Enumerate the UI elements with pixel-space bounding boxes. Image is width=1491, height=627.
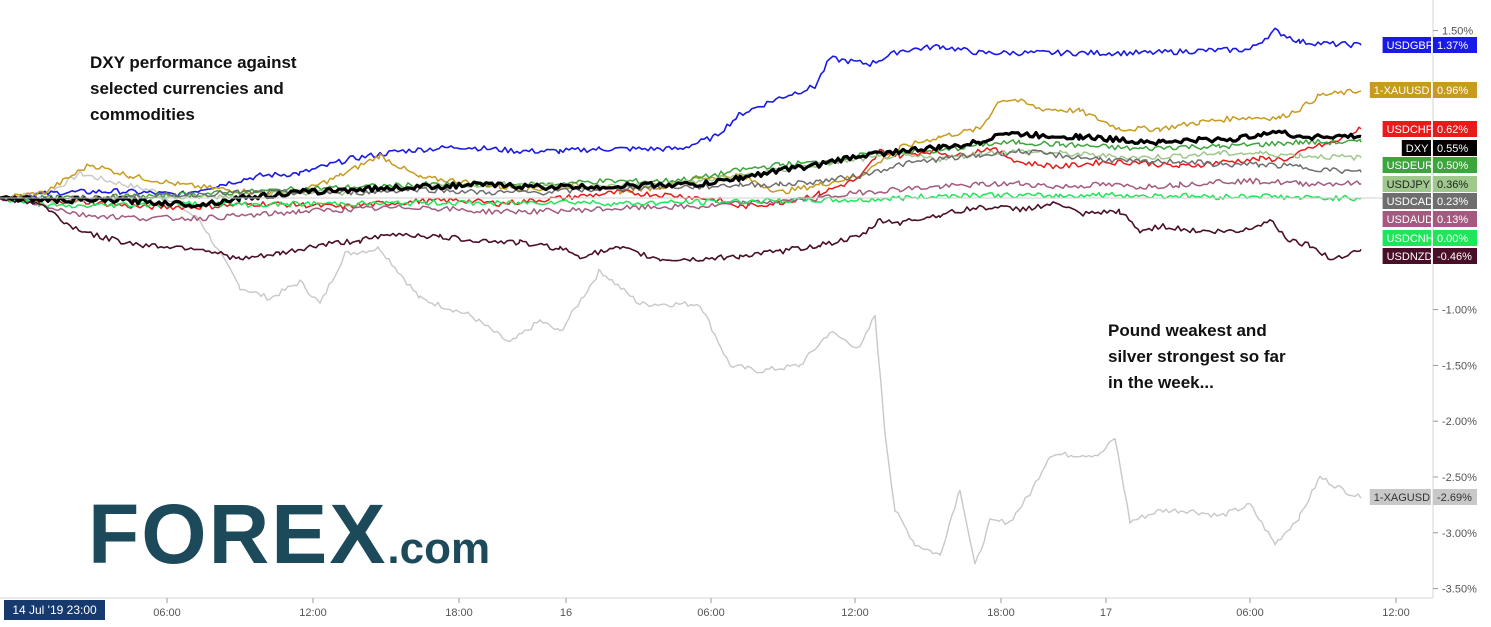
y-tick-label: -2.00% — [1442, 416, 1477, 428]
series-label-usdcad: USDCAD 0.23% — [1382, 193, 1477, 209]
series-label-usdeur: USDEUR 0.50% — [1382, 157, 1477, 173]
series-name-text: 1-XAGUSD — [1374, 492, 1430, 504]
series-label-group: USDGBP 1.37% 1-XAUUSD 0.96% USDCHF 0.62% DXY 0.… — [1369, 37, 1477, 505]
series-value-text: 0.36% — [1437, 179, 1468, 191]
series-label-usdcnh: USDCNH 0.00% — [1382, 230, 1477, 246]
forex-logo: FOREX.com — [88, 486, 490, 583]
series-name-text: USDCHF — [1387, 124, 1433, 136]
x-tick-label: 18:00 — [445, 607, 473, 619]
x-tick-label: 12:00 — [1382, 607, 1410, 619]
series-label-swatch — [1382, 176, 1431, 192]
series-value-text: -2.69% — [1437, 492, 1472, 504]
series-name-text: 1-XAUUSD — [1374, 85, 1430, 97]
series-name-text: USDJPY — [1387, 179, 1431, 191]
series-label-swatch — [1382, 193, 1431, 209]
series-value-swatch — [1433, 248, 1477, 264]
x-tick-label: 16 — [560, 607, 572, 619]
series-value-swatch — [1433, 121, 1477, 137]
series-value-swatch — [1433, 230, 1477, 246]
series-value-swatch — [1433, 489, 1477, 505]
x-tick-label: 12:00 — [841, 607, 869, 619]
series-line-1-xagusd — [0, 170, 1362, 565]
y-axis: 1.50% -1.00% -1.50% -2.00% -2.50% -3.00% -3.50… — [1433, 26, 1477, 596]
series-value-text: 0.55% — [1437, 143, 1468, 155]
series-name-text: USDGBP — [1387, 40, 1433, 52]
annotation-bottom: Pound weakest and silver strongest so fa… — [1108, 321, 1286, 392]
series-value-text: -0.46% — [1437, 251, 1472, 263]
series-label-usdnzd: USDNZD -0.46% — [1382, 248, 1477, 264]
series-layer — [0, 27, 1362, 565]
series-line-usdeur — [0, 138, 1362, 202]
series-value-swatch — [1433, 140, 1477, 156]
series-value-swatch — [1433, 211, 1477, 227]
series-line-dxy — [0, 129, 1362, 209]
series-line-usdjpy — [0, 148, 1362, 204]
logo-suffix: .com — [387, 524, 491, 573]
series-value-text: 0.96% — [1437, 85, 1468, 97]
series-value-text: 0.23% — [1437, 196, 1468, 208]
series-label-1-xauusd: 1-XAUUSD 0.96% — [1369, 82, 1477, 98]
series-value-text: 0.50% — [1437, 160, 1468, 172]
series-label-swatch — [1382, 248, 1431, 264]
series-value-swatch — [1433, 157, 1477, 173]
series-name-text: USDAUD — [1387, 214, 1434, 226]
series-value-text: 1.37% — [1437, 40, 1468, 52]
series-line-usdnzd — [0, 197, 1362, 262]
series-label-swatch — [1369, 82, 1431, 98]
x-tick-label: 06:00 — [697, 607, 725, 619]
series-name-text: USDCNH — [1387, 233, 1434, 245]
x-tick-label: 18:00 — [987, 607, 1015, 619]
series-label-swatch — [1382, 121, 1431, 137]
series-label-usdaud: USDAUD 0.13% — [1382, 211, 1477, 227]
x-tick-label: 17 — [1100, 607, 1112, 619]
series-label-1-xagusd: 1-XAGUSD -2.69% — [1369, 489, 1477, 505]
y-tick-label: -3.50% — [1442, 584, 1477, 596]
series-label-swatch — [1382, 157, 1431, 173]
series-value-swatch — [1433, 176, 1477, 192]
series-label-swatch — [1401, 140, 1431, 156]
y-tick-label: -1.50% — [1442, 360, 1477, 372]
x-tick-label: 12:00 — [299, 607, 327, 619]
series-label-usdgbp: USDGBP 1.37% — [1382, 37, 1477, 53]
series-value-swatch — [1433, 82, 1477, 98]
series-name-text: USDCAD — [1387, 196, 1434, 208]
series-value-swatch — [1433, 37, 1477, 53]
series-line-usdaud — [0, 177, 1362, 222]
logo-text: FOREX — [88, 487, 388, 581]
series-label-usdchf: USDCHF 0.62% — [1382, 121, 1477, 137]
annotation-top: DXY performance against selected currenc… — [90, 53, 297, 124]
series-line-usdgbp — [0, 27, 1362, 202]
series-line-usdchf — [0, 126, 1362, 211]
series-label-swatch — [1382, 37, 1431, 53]
series-value-text: 0.00% — [1437, 233, 1468, 245]
series-label-usdjpy: USDJPY 0.36% — [1382, 176, 1477, 192]
x-tick-label: 06:00 — [1236, 607, 1264, 619]
y-tick-label: -2.50% — [1442, 472, 1477, 484]
start-date-label: 14 Jul '19 23:00 — [4, 600, 105, 620]
series-name-text: USDEUR — [1387, 160, 1434, 172]
y-tick-label: 1.50% — [1442, 26, 1473, 38]
series-name-text: DXY — [1406, 143, 1429, 155]
y-tick-label: -1.00% — [1442, 305, 1477, 317]
series-label-swatch — [1369, 489, 1431, 505]
series-value-text: 0.13% — [1437, 214, 1468, 226]
series-value-text: 0.62% — [1437, 124, 1468, 136]
series-value-swatch — [1433, 193, 1477, 209]
series-label-dxy: DXY 0.55% — [1401, 140, 1477, 156]
series-label-swatch — [1382, 230, 1431, 246]
x-axis: 06:00 12:00 18:00 16 06:00 12:00 18:00 17 06:00 1… — [153, 598, 1410, 619]
x-tick-label: 06:00 — [153, 607, 181, 619]
series-label-swatch — [1382, 211, 1431, 227]
y-tick-label: -3.00% — [1442, 528, 1477, 540]
series-name-text: USDNZD — [1387, 251, 1433, 263]
